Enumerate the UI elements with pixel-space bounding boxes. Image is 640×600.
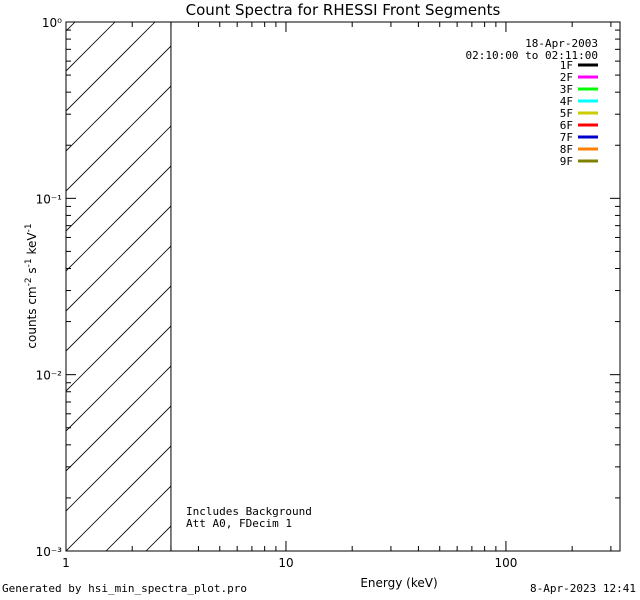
hatch-line xyxy=(426,22,640,551)
hatch-line xyxy=(66,22,156,112)
time-range-label: 02:10:00 to 02:11:00 xyxy=(466,49,598,62)
hatch-line xyxy=(66,205,171,312)
x-tick-label: 100 xyxy=(494,556,517,570)
y-tick-label: 10⁻¹ xyxy=(36,192,63,206)
hatch-line xyxy=(66,85,171,192)
legend-label-9F: 9F xyxy=(560,155,573,168)
hatch-line xyxy=(466,22,640,551)
hatch-line xyxy=(66,445,171,551)
annotation-background: Includes Background xyxy=(186,505,312,518)
footer-generated-by: Generated by hsi_min_spectra_plot.pro xyxy=(2,582,248,595)
hatch-line xyxy=(66,45,171,152)
hatch-line xyxy=(386,22,640,551)
hatch-line xyxy=(626,22,640,551)
hatch-line xyxy=(66,325,171,432)
legend-label-4F: 4F xyxy=(560,95,573,108)
hatch-line xyxy=(66,165,171,272)
hatch-line xyxy=(66,365,171,472)
legend-label-1F: 1F xyxy=(560,59,573,72)
x-tick-label: 1 xyxy=(62,556,70,570)
y-tick-label: 10⁻³ xyxy=(36,545,63,559)
hatch-line xyxy=(226,22,640,551)
x-axis-label: Energy (keV) xyxy=(360,576,437,590)
svg-text:counts cm-2 s-1 keV-1: counts cm-2 s-1 keV-1 xyxy=(24,223,39,348)
hatch-line xyxy=(66,125,171,232)
hatch-line xyxy=(66,285,171,392)
attenuator-hatch-region xyxy=(66,22,640,551)
legend-label-6F: 6F xyxy=(560,119,573,132)
x-tick-label: 10 xyxy=(278,556,293,570)
legend-label-7F: 7F xyxy=(560,131,573,144)
hatch-line xyxy=(66,22,116,72)
legend-label-3F: 3F xyxy=(560,83,573,96)
hatch-line xyxy=(66,405,171,512)
y-tick-label: 10⁻² xyxy=(36,369,63,383)
hatch-line xyxy=(66,245,171,352)
date-label: 18-Apr-2003 xyxy=(525,37,598,50)
hatch-line xyxy=(105,485,171,551)
legend-label-8F: 8F xyxy=(560,143,573,156)
legend-label-2F: 2F xyxy=(560,71,573,84)
chart-title: Count Spectra for RHESSI Front Segments xyxy=(186,1,501,19)
y-tick-label: 10⁰ xyxy=(42,16,62,30)
axis-ticks: 1 10 100 10⁻³ 10⁻² 10⁻¹ 10⁰ xyxy=(36,16,620,570)
legend-label-5F: 5F xyxy=(560,107,573,120)
hatch-lines xyxy=(66,22,640,551)
footer-timestamp: 8-Apr-2023 12:41 xyxy=(530,582,636,595)
plot-frame xyxy=(65,21,621,552)
y-axis-label: counts cm-2 s-1 keV-1 xyxy=(24,223,39,348)
annotation-attenuator: Att A0, FDecim 1 xyxy=(186,517,292,530)
